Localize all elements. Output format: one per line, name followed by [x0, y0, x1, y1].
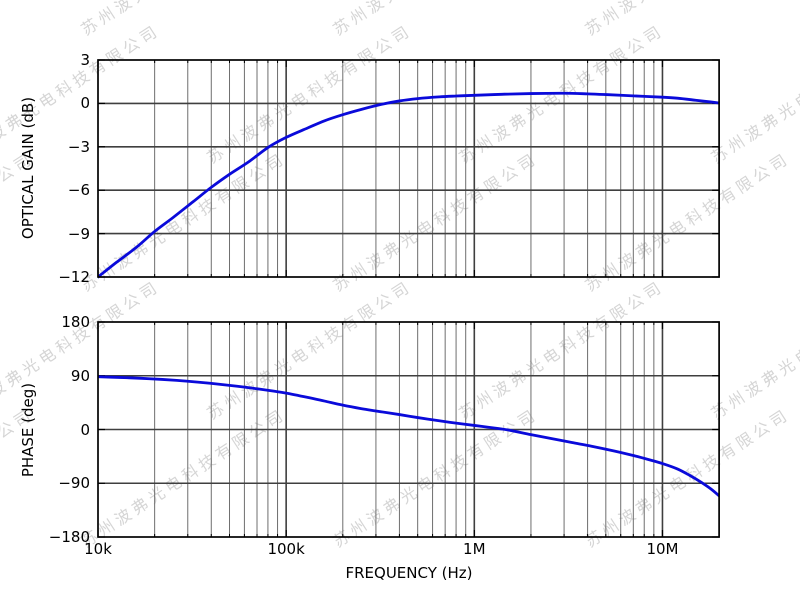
- phase-ytick-label: −180: [48, 528, 90, 546]
- gain-ytick-label: −6: [67, 181, 90, 200]
- gain-ytick-label: −9: [67, 224, 90, 243]
- gain-curve: [98, 91, 720, 279]
- phase-ytick-label: 90: [70, 366, 90, 385]
- gain-ytick-label: 0: [80, 94, 90, 113]
- phase-curve: [98, 375, 720, 498]
- gain-axes-frame: [97, 59, 720, 278]
- gain-ytick-label: −12: [58, 268, 90, 286]
- x-tick-label: 1M: [463, 540, 486, 558]
- x-tick-label: 100k: [267, 540, 305, 558]
- phase-ytick-label: −90: [58, 474, 90, 493]
- gain-y-axis-label: OPTICAL GAIN (dB): [18, 96, 37, 240]
- x-tick-label: 10M: [646, 540, 679, 558]
- gain-ytick-label: 3: [80, 51, 90, 69]
- phase-ytick-label: 180: [61, 313, 90, 331]
- gain-ytick-label: −3: [67, 137, 90, 156]
- phase-ytick-label: 0: [80, 420, 90, 439]
- x-tick-label: 10k: [84, 540, 112, 558]
- phase-axes-frame: [97, 321, 720, 538]
- x-axis-label: FREQUENCY (Hz): [345, 563, 473, 582]
